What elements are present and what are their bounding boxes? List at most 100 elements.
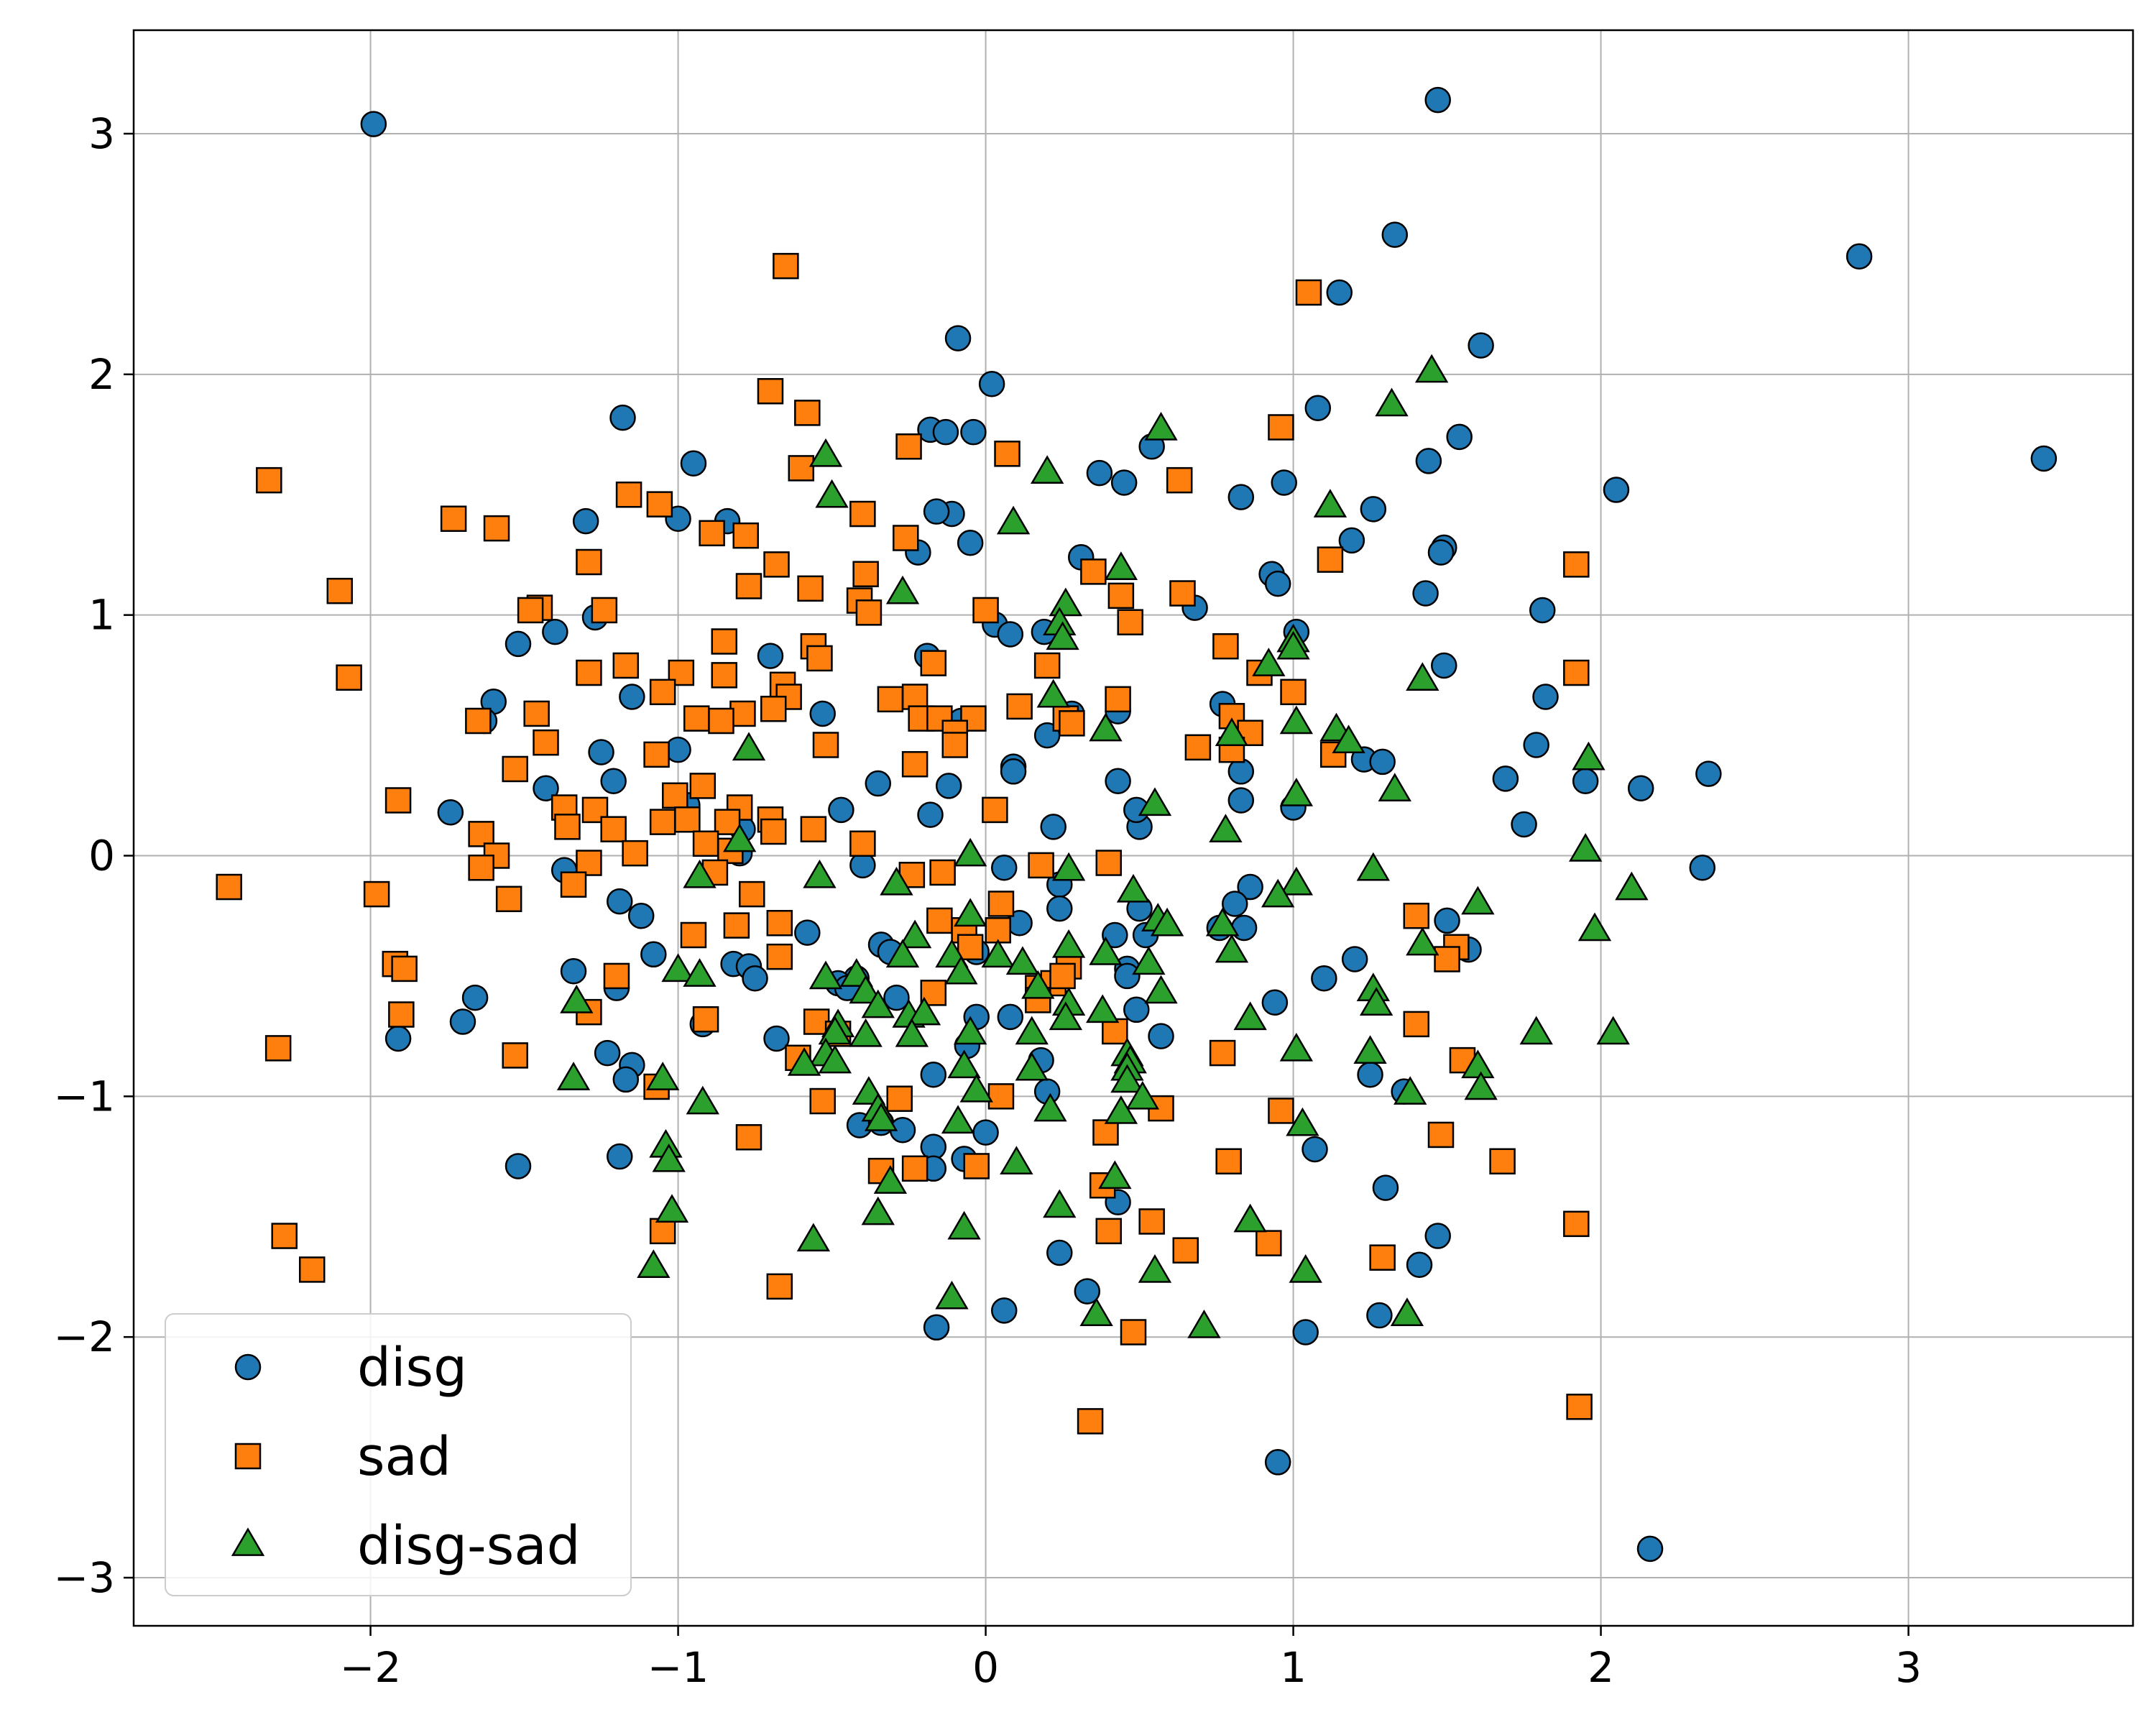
- sad-point: [1120, 1319, 1147, 1346]
- sad-point: [920, 650, 947, 676]
- disg-point: [1406, 1251, 1433, 1278]
- disg-sad-point: [818, 1044, 852, 1074]
- disg-sad-point: [1233, 1001, 1267, 1031]
- disg-sad-point: [1393, 1076, 1427, 1105]
- disg-point: [606, 1143, 633, 1170]
- disg-point: [923, 1314, 950, 1341]
- disg-point: [1046, 895, 1073, 922]
- sad-point: [388, 1001, 415, 1028]
- sad-point: [216, 873, 242, 901]
- disg-sad-point: [895, 1018, 929, 1047]
- sad-point: [1317, 546, 1344, 573]
- sad-point: [1215, 1148, 1242, 1175]
- disg-sad-point: [661, 953, 695, 983]
- disg-sad-point: [953, 1016, 987, 1045]
- disg-sad-point: [1049, 1001, 1083, 1031]
- sad-point: [1184, 734, 1212, 761]
- sad-point: [1403, 1011, 1430, 1038]
- disg-sad-point: [1116, 873, 1151, 903]
- disg-sad-point: [1572, 741, 1606, 770]
- sad-point: [926, 907, 953, 934]
- disg-sad-point: [1030, 455, 1064, 484]
- sad-point: [760, 696, 787, 722]
- sad-point: [336, 664, 362, 691]
- disg-point: [1326, 279, 1353, 306]
- sad-point: [1169, 580, 1196, 607]
- disg-sad-point: [1356, 852, 1391, 881]
- sad-point: [809, 1087, 836, 1115]
- disg-sad-point: [1215, 934, 1249, 963]
- axis-ticks: −2 −1 0 1 2 3 −3 −2 −1 0 1 2 3: [54, 109, 1922, 1692]
- disg-point: [1424, 1223, 1451, 1249]
- sad-point: [1212, 632, 1239, 660]
- disg-sad-point: [1125, 1080, 1160, 1110]
- disg-point: [1372, 1174, 1399, 1201]
- sad-point: [763, 551, 790, 578]
- sad-point: [1172, 1237, 1199, 1264]
- disg-point: [1227, 787, 1255, 814]
- disg-point: [1468, 332, 1494, 359]
- disg-point: [1366, 1302, 1393, 1329]
- disg-sad-point: [818, 1016, 852, 1045]
- sad-point: [468, 854, 494, 881]
- sad-point: [773, 252, 799, 280]
- disg-point: [1431, 652, 1457, 679]
- disg-sad-point: [1043, 1189, 1077, 1218]
- disg-sad-point: [947, 1049, 981, 1079]
- disg-point: [1846, 243, 1873, 270]
- sad-point: [1138, 1208, 1165, 1235]
- disg-sad-point: [898, 919, 932, 949]
- disg-point: [619, 684, 645, 710]
- sad-point: [1427, 1121, 1455, 1149]
- sad-point: [615, 481, 642, 508]
- sad-point: [739, 880, 765, 908]
- disg-sad-point: [1051, 852, 1086, 881]
- sad-point: [298, 1256, 326, 1283]
- y-tick-label: −3: [54, 1553, 116, 1602]
- disg-sad-point: [1209, 814, 1243, 842]
- sad-point: [554, 814, 581, 840]
- sad-point: [806, 645, 833, 672]
- disg-sad-point: [808, 438, 843, 467]
- x-tick-label: 3: [1895, 1643, 1922, 1692]
- sad-point: [391, 955, 418, 983]
- disg-sad-point: [1051, 929, 1086, 958]
- y-tick-label: 1: [88, 591, 115, 640]
- sad-point: [788, 455, 815, 482]
- series-sad: [216, 252, 1593, 1435]
- sad-point: [1107, 582, 1135, 610]
- disg-point: [560, 957, 587, 985]
- disg-sad-point: [1390, 1297, 1424, 1326]
- disg-point: [923, 498, 950, 525]
- disg-sad-point: [885, 939, 920, 968]
- disg-point: [609, 404, 636, 431]
- disg-point: [572, 507, 599, 535]
- sad-point: [800, 816, 827, 842]
- disg-point: [1572, 768, 1599, 794]
- sad-point: [708, 707, 734, 735]
- disg-sad-point: [1414, 354, 1449, 383]
- disg-point: [1102, 921, 1128, 949]
- disg-point: [1360, 496, 1387, 523]
- sad-point: [987, 891, 1015, 917]
- sad-point: [963, 1153, 990, 1179]
- sad-point: [877, 686, 904, 713]
- disg-point: [505, 1153, 532, 1179]
- disg-sad-point: [683, 859, 717, 888]
- sad-point: [1102, 1018, 1128, 1045]
- sad-point: [1403, 902, 1430, 929]
- legend-label-disg-sad: disg-sad: [357, 1515, 581, 1577]
- disg-sad-point: [1089, 712, 1123, 742]
- sad-point: [972, 597, 999, 624]
- sad-point: [886, 1085, 913, 1112]
- sad-point: [649, 1218, 676, 1245]
- disg-sad-point: [1104, 551, 1138, 580]
- disg-point: [588, 739, 614, 765]
- data-points: [216, 86, 2058, 1563]
- y-tick-label: 0: [88, 832, 115, 880]
- disg-sad-point: [953, 898, 987, 927]
- legend-marker-disg-sad: [231, 1527, 265, 1556]
- disg-point: [1427, 539, 1455, 566]
- sad-point: [591, 597, 618, 624]
- disg-point: [1627, 775, 1654, 802]
